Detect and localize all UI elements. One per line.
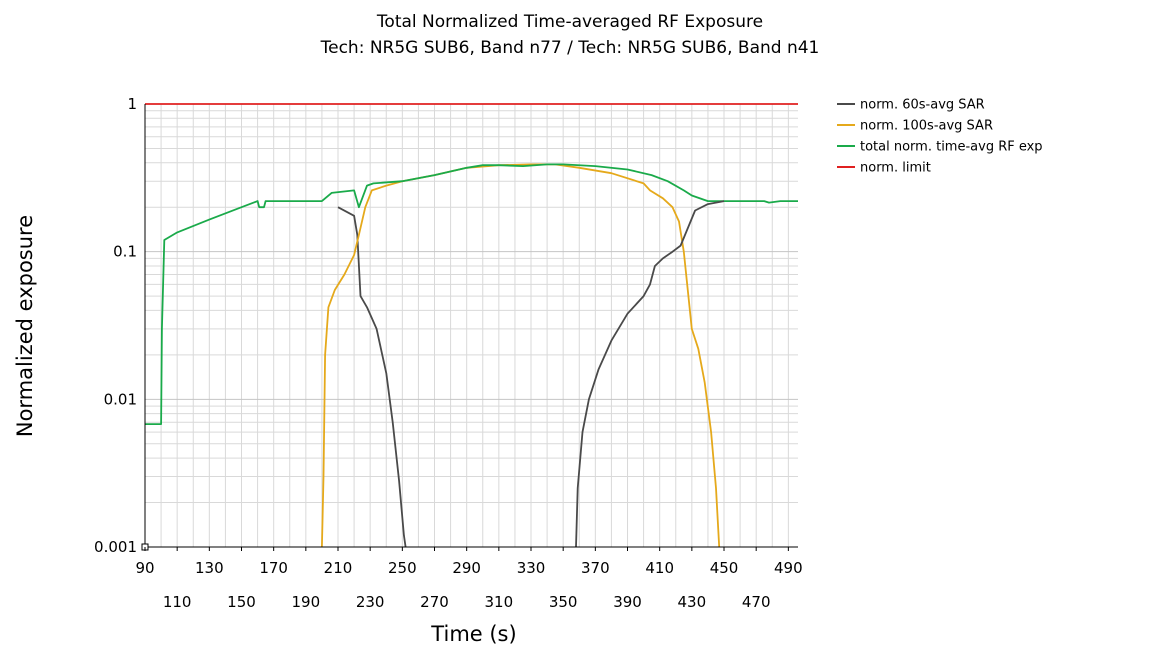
legend-entry: norm. 60s-avg SAR [860, 98, 985, 113]
x-tick-label: 350 [549, 593, 578, 611]
grid [145, 104, 798, 547]
x-tick-label: 110 [163, 593, 192, 611]
series-line-2 [145, 164, 798, 424]
x-tick-label: 430 [678, 593, 707, 611]
x-tick-label: 170 [259, 559, 288, 577]
axes [142, 104, 798, 550]
x-tick-label: 190 [292, 593, 321, 611]
x-tick-label: 330 [517, 559, 546, 577]
x-tick-label: 310 [485, 593, 514, 611]
plot-area [145, 104, 798, 547]
y-axis-label: Normalized exposure [13, 215, 37, 437]
x-tick-label: 270 [420, 593, 449, 611]
y-tick-label: 0.001 [94, 538, 137, 556]
x-tick-labels: 90 130 170 210 250 290 330 370 410 450 490 110 150 19… [135, 547, 802, 611]
legend-entry: norm. limit [860, 161, 931, 176]
x-tick-label: 450 [710, 559, 739, 577]
x-tick-label: 410 [645, 559, 674, 577]
legend: norm. 60s-avg SAR norm. 100s-avg SAR total… [837, 98, 1043, 176]
y-tick-label: 1 [127, 95, 137, 113]
x-tick-label: 150 [227, 593, 256, 611]
x-tick-label: 490 [774, 559, 803, 577]
series-line-4 [576, 201, 724, 547]
x-axis-label: Time (s) [430, 622, 516, 646]
x-tick-label: 130 [195, 559, 224, 577]
y-tick-label: 0.1 [113, 243, 137, 261]
y-tick-labels: 1 0.1 0.01 0.001 [94, 95, 137, 556]
x-tick-label: 230 [356, 593, 385, 611]
legend-entry: norm. 100s-avg SAR [860, 119, 993, 134]
x-tick-label: 370 [581, 559, 610, 577]
x-tick-label: 470 [742, 593, 771, 611]
x-tick-label: 210 [324, 559, 353, 577]
x-tick-label: 90 [135, 559, 154, 577]
x-tick-label: 390 [613, 593, 642, 611]
x-tick-label: 290 [452, 559, 481, 577]
y-tick-label: 0.01 [104, 390, 137, 408]
legend-entry: total norm. time-avg RF exp [860, 140, 1043, 155]
x-tick-label: 250 [388, 559, 417, 577]
chart-subtitle: Tech: NR5G SUB6, Band n77 / Tech: NR5G S… [320, 38, 820, 58]
chart-title: Total Normalized Time-averaged RF Exposu… [376, 12, 763, 32]
